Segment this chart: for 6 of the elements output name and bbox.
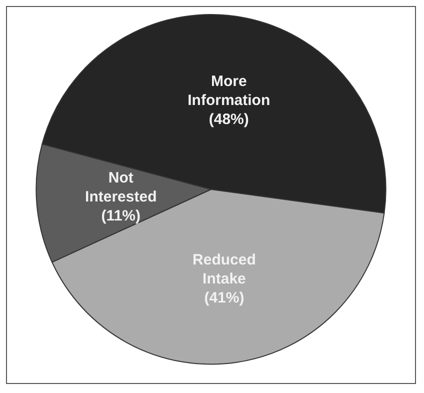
data-label: (11%) — [101, 207, 140, 224]
slice-label: Not Interested — [85, 169, 157, 206]
slice-label: More Information — [188, 73, 270, 110]
slice-label: Reduced Intake — [192, 251, 256, 288]
data-label: (48%) — [208, 111, 249, 128]
data-label: (41%) — [204, 289, 244, 306]
